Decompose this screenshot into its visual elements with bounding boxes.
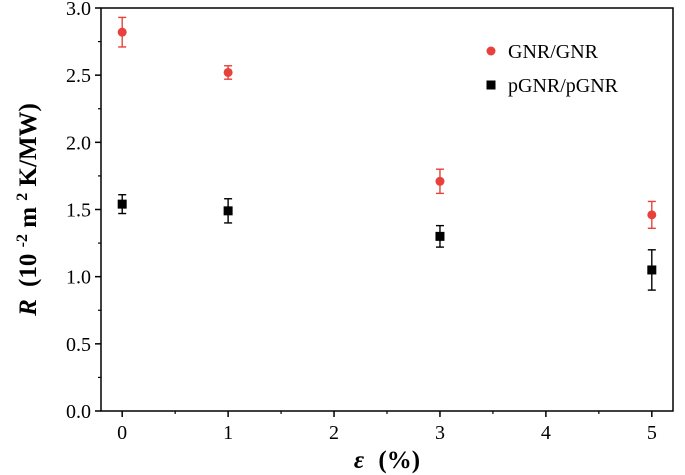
x-tick-label: 4 [541, 422, 551, 444]
y-tick-label: 1.0 [66, 267, 91, 289]
y-tick-label: 0.0 [66, 401, 91, 423]
y-axis-title: R (10 -2 m 2 K/MW) [6, 103, 42, 317]
series-pgnr-pgnr [117, 194, 657, 291]
plot-marks [117, 16, 657, 291]
legend-marker [486, 80, 496, 90]
y-axis-unit-mid: m [15, 207, 42, 228]
y-axis-symbol: R [15, 299, 42, 317]
series-gnr-gnr [117, 16, 657, 230]
y-axis-unit-exp1: -2 [14, 234, 31, 247]
data-point [647, 265, 657, 275]
x-tick-label: 0 [117, 422, 127, 444]
x-axis-unit: (%) [378, 447, 420, 474]
data-point [223, 206, 233, 216]
data-point [435, 231, 445, 241]
legend-marker [486, 46, 496, 56]
x-tick-label: 2 [329, 422, 339, 444]
data-point [223, 67, 233, 77]
y-tick-label: 0.5 [66, 334, 91, 356]
x-axis-title: ε (%) [354, 447, 420, 474]
x-tick-label: 5 [647, 422, 657, 444]
legend: GNR/GNR pGNR/pGNR [486, 41, 619, 97]
axis-ticks [95, 7, 653, 417]
legend-label: GNR/GNR [508, 41, 599, 63]
x-tick-label: 3 [435, 422, 445, 444]
data-point [435, 176, 445, 186]
legend-label: pGNR/pGNR [508, 75, 619, 97]
y-axis-unit-close: K/MW) [15, 103, 42, 186]
data-point [117, 199, 127, 209]
x-tick-label: 1 [223, 422, 233, 444]
y-tick-label: 2.5 [66, 65, 91, 87]
y-axis-unit-open: (10 [15, 254, 42, 287]
plot-frame [100, 7, 674, 412]
y-tick-label: 3.0 [66, 0, 91, 20]
x-axis-symbol: ε [354, 447, 365, 474]
y-tick-label: 1.5 [66, 200, 91, 222]
tick-labels: 0 1 2 3 4 5 0.0 0.5 1.0 1.5 2.0 2.5 3.0 [66, 0, 657, 444]
y-tick-label: 2.0 [66, 132, 91, 154]
data-point [117, 27, 127, 37]
y-axis-unit-exp2: 2 [14, 193, 31, 201]
data-point [647, 210, 657, 220]
